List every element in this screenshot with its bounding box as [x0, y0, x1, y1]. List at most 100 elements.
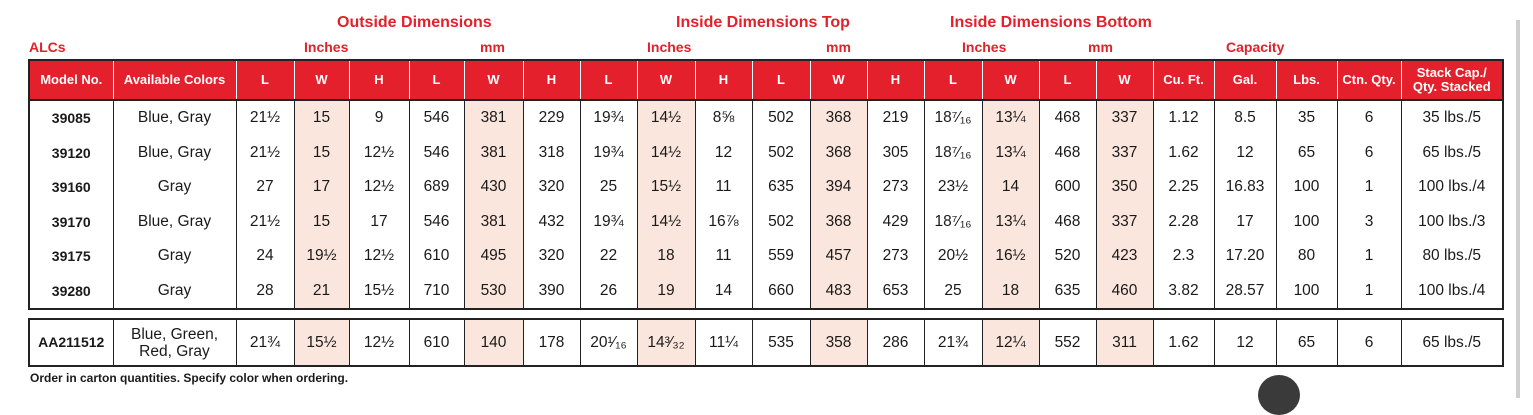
value-cell: 18⁷⁄₁₆: [923, 135, 983, 170]
value-cell: 100 lbs./4: [1400, 273, 1504, 310]
value-cell: 65 lbs./5: [1400, 135, 1504, 170]
colors-cell: Blue, Gray: [112, 100, 237, 136]
col-available-colors: Available Colors: [112, 59, 237, 101]
value-cell: 546: [408, 135, 465, 170]
value-cell: 460: [1096, 273, 1153, 310]
value-cell: 502: [751, 204, 811, 239]
value-cell: 559: [751, 239, 811, 274]
col-top-mm-w: W: [809, 59, 868, 101]
value-cell: 35: [1275, 100, 1338, 136]
col-outside-mm-h: H: [522, 59, 581, 101]
value-cell: 65 lbs./5: [1400, 318, 1504, 367]
table-row: 39170 Blue, Gray 21½ 15 17 546 381 432 19¾ 14½ 16⅞…: [28, 204, 1504, 239]
value-cell: 65: [1275, 135, 1338, 170]
value-cell: 14½: [637, 204, 695, 239]
value-cell: 28.57: [1213, 273, 1277, 310]
model-cell: AA211512: [28, 318, 114, 367]
value-cell: 635: [1038, 273, 1097, 310]
value-cell: 368: [810, 100, 867, 136]
col-stack-cap: Stack Cap./Qty. Stacked: [1400, 59, 1504, 101]
colors-cell: Gray: [112, 273, 237, 310]
value-cell: 381: [464, 204, 523, 239]
value-cell: 20¹⁄₁₆: [579, 318, 638, 367]
col-ctn-qty: Ctn. Qty.: [1336, 59, 1402, 101]
value-cell: 16⅞: [694, 204, 753, 239]
value-cell: 14³⁄₃₂: [637, 318, 695, 367]
value-cell: 710: [408, 273, 465, 310]
value-cell: 13¼: [982, 204, 1039, 239]
bottom-inches-label: Inches: [962, 39, 1007, 55]
value-cell: 689: [408, 170, 465, 205]
value-cell: 80: [1275, 239, 1338, 274]
value-cell: 368: [810, 204, 867, 239]
value-cell: 219: [866, 100, 925, 136]
value-cell: 2.28: [1152, 204, 1215, 239]
value-cell: 19¾: [579, 100, 638, 136]
value-cell: 17: [294, 170, 349, 205]
col-outside-in-h: H: [348, 59, 410, 101]
model-cell: 39175: [28, 239, 114, 274]
value-cell: 100: [1275, 170, 1338, 205]
value-cell: 22: [579, 239, 638, 274]
col-top-in-w: W: [636, 59, 696, 101]
value-cell: 19½: [294, 239, 349, 274]
value-cell: 530: [464, 273, 523, 310]
table-row: AA211512 Blue, Green, Red, Gray 21¾ 15½ 1…: [28, 318, 1504, 367]
col-top-mm-h: H: [866, 59, 925, 101]
extra-model-table: AA211512 Blue, Green, Red, Gray 21¾ 15½ 1…: [28, 318, 1504, 367]
group-outside-dimensions: Outside Dimensions: [337, 14, 492, 31]
value-cell: 394: [810, 170, 867, 205]
value-cell: 20½: [923, 239, 983, 274]
value-cell: 423: [1096, 239, 1153, 274]
value-cell: 26: [579, 273, 638, 310]
value-cell: 546: [408, 100, 465, 136]
value-cell: 430: [464, 170, 523, 205]
value-cell: 358: [810, 318, 867, 367]
value-cell: 21¾: [235, 318, 295, 367]
col-bottom-mm-w: W: [1095, 59, 1154, 101]
col-gal: Gal.: [1213, 59, 1277, 101]
outside-inches-label: Inches: [304, 39, 349, 55]
value-cell: 1: [1336, 273, 1402, 310]
col-top-in-h: H: [694, 59, 753, 101]
value-cell: 468: [1038, 135, 1097, 170]
value-cell: 381: [464, 135, 523, 170]
value-cell: 305: [866, 135, 925, 170]
value-cell: 12½: [348, 318, 410, 367]
value-cell: 273: [866, 170, 925, 205]
value-cell: 432: [522, 204, 581, 239]
value-cell: 653: [866, 273, 925, 310]
value-cell: 24: [235, 239, 295, 274]
value-cell: 19¾: [579, 135, 638, 170]
col-outside-in-l: L: [235, 59, 295, 101]
value-cell: 337: [1096, 204, 1153, 239]
value-cell: 635: [751, 170, 811, 205]
colors-cell: Blue, Gray: [112, 204, 237, 239]
value-cell: 368: [810, 135, 867, 170]
value-cell: 21: [294, 273, 349, 310]
table-row: 39175 Gray 24 19½ 12½ 610 495 320 22 18 11 559 457 27…: [28, 239, 1504, 274]
value-cell: 12½: [348, 135, 410, 170]
value-cell: 273: [866, 239, 925, 274]
value-cell: 100 lbs./4: [1400, 170, 1504, 205]
value-cell: 2.3: [1152, 239, 1215, 274]
value-cell: 14: [694, 273, 753, 310]
top-mm-label: mm: [826, 39, 851, 55]
value-cell: 337: [1096, 100, 1153, 136]
value-cell: 546: [408, 204, 465, 239]
table-row: 39160 Gray 27 17 12½ 689 430 320 25 15½ 11 635 394 27…: [28, 170, 1504, 205]
col-outside-in-w: W: [293, 59, 350, 101]
value-cell: 100 lbs./3: [1400, 204, 1504, 239]
value-cell: 1: [1336, 170, 1402, 205]
model-cell: 39170: [28, 204, 114, 239]
value-cell: 229: [522, 100, 581, 136]
value-cell: 495: [464, 239, 523, 274]
value-cell: 19: [637, 273, 695, 310]
value-cell: 15½: [637, 170, 695, 205]
value-cell: 178: [522, 318, 581, 367]
col-outside-mm-l: L: [408, 59, 465, 101]
ordering-note: Order in carton quantities. Specify colo…: [30, 371, 349, 385]
value-cell: 8⅝: [694, 100, 753, 136]
value-cell: 390: [522, 273, 581, 310]
value-cell: 11: [694, 170, 753, 205]
